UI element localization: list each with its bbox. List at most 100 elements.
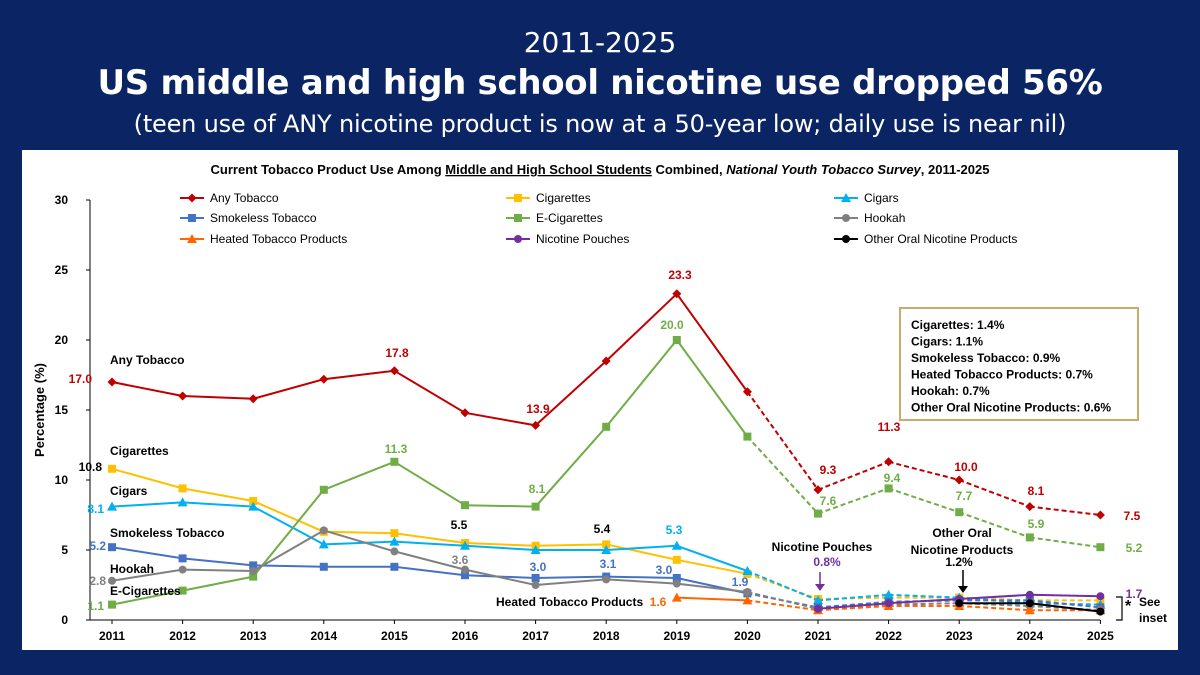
data-point: [1025, 502, 1035, 512]
series-segment: [464, 504, 536, 508]
annotation-inset: inset: [1139, 611, 1167, 625]
data-point: [602, 422, 611, 431]
x-tick-label: 2011: [99, 629, 125, 643]
legend-label: E-Cigarettes: [536, 211, 603, 225]
data-point: [390, 562, 399, 571]
data-label: 7.6: [820, 494, 837, 508]
data-point: [955, 599, 964, 608]
data-label: 1.2%: [945, 555, 973, 569]
series-name-label: Heated Tobacco Products: [496, 595, 643, 609]
legend-swatch-marker: [188, 214, 196, 222]
legend-label: Smokeless Tobacco: [210, 211, 317, 225]
series-segment: [817, 593, 889, 602]
data-point: [460, 540, 470, 550]
legend-label: Any Tobacco: [210, 191, 279, 205]
data-point: [178, 484, 187, 493]
data-label: 13.9: [526, 402, 550, 416]
data-point: [249, 572, 258, 581]
data-point: [319, 374, 329, 384]
x-tick-label: 2024: [1016, 629, 1043, 643]
series-segment: [182, 575, 254, 592]
series-segment: [252, 505, 325, 546]
x-tick-label: 2022: [875, 629, 902, 643]
series-segment: [959, 605, 1030, 612]
series-segment: [182, 395, 254, 400]
series-segment: [535, 575, 607, 579]
series-segment: [464, 544, 536, 551]
series-segment: [676, 596, 748, 602]
y-tick-label: 15: [55, 403, 69, 417]
series-segment: [1029, 599, 1101, 609]
data-point: [602, 540, 611, 549]
y-tick-label: 10: [55, 473, 69, 487]
annotation-see: See: [1139, 595, 1161, 609]
inset-line: Heated Tobacco Products: 0.7%: [911, 368, 1093, 382]
data-label: 5.2: [89, 539, 106, 553]
data-label: 5.4: [594, 522, 611, 536]
data-label: 1.7: [1126, 587, 1143, 601]
data-label: 17.8: [385, 346, 409, 360]
series-segment: [746, 391, 819, 491]
series-segment: [747, 570, 819, 602]
y-tick-label: 5: [61, 543, 68, 557]
data-point: [249, 567, 258, 575]
series-segment: [676, 558, 748, 575]
data-label: 10.0: [954, 460, 978, 474]
series-segment: [606, 578, 677, 585]
data-label: 3.1: [600, 557, 617, 571]
legend-swatch-marker: [187, 193, 197, 203]
x-tick-label: 2023: [946, 629, 973, 643]
series-segment: [958, 511, 1031, 539]
data-label: 5.2: [1126, 541, 1143, 555]
data-point: [389, 536, 400, 546]
data-label: 3.0: [656, 563, 673, 577]
data-point: [743, 588, 752, 596]
series-segment: [817, 600, 889, 609]
legend-swatch-marker: [842, 235, 850, 243]
data-point: [318, 539, 329, 549]
data-point: [743, 432, 752, 441]
series-segment: [605, 293, 678, 362]
legend-swatch-marker: [842, 214, 850, 222]
series-segment: [464, 542, 536, 547]
data-label: 11.3: [878, 420, 901, 434]
data-label: 1.9: [732, 575, 749, 589]
series-segment: [252, 378, 325, 400]
series-segment: [1029, 505, 1101, 516]
series-name-label: E-Cigarettes: [110, 584, 181, 598]
series-segment: [817, 602, 889, 610]
series-segment: [394, 540, 466, 547]
annotation-other-oral-line1: Other Oral: [932, 526, 991, 540]
series-segment: [182, 501, 254, 508]
data-label: 5.9: [1028, 517, 1045, 531]
data-point: [672, 336, 681, 344]
data-point: [1024, 605, 1035, 615]
data-label: 0.8%: [813, 555, 841, 569]
series-segment: [534, 426, 607, 508]
data-point: [671, 540, 682, 550]
series-segment: [605, 339, 678, 428]
x-tick-label: 2015: [381, 629, 408, 643]
data-point: [178, 586, 187, 595]
data-point: [1025, 533, 1034, 542]
data-label: 17.0: [69, 372, 93, 386]
data-point: [531, 420, 541, 430]
series-segment: [252, 529, 325, 572]
data-point: [601, 545, 612, 554]
data-label: 8.1: [529, 482, 546, 496]
data-point: [742, 566, 753, 575]
series-segment: [464, 568, 536, 586]
series-segment: [1029, 602, 1101, 613]
legend-label: Cigarettes: [536, 191, 591, 205]
data-point: [742, 595, 753, 605]
legend-swatch-marker: [514, 214, 522, 222]
data-point: [177, 497, 188, 507]
series-segment: [675, 339, 749, 438]
series-segment: [111, 546, 183, 560]
data-point: [813, 595, 823, 605]
data-point: [107, 501, 117, 511]
arrowhead-other-oral: [958, 586, 968, 593]
data-point: [672, 579, 681, 588]
series-segment: [1029, 536, 1101, 549]
data-point: [884, 599, 893, 608]
